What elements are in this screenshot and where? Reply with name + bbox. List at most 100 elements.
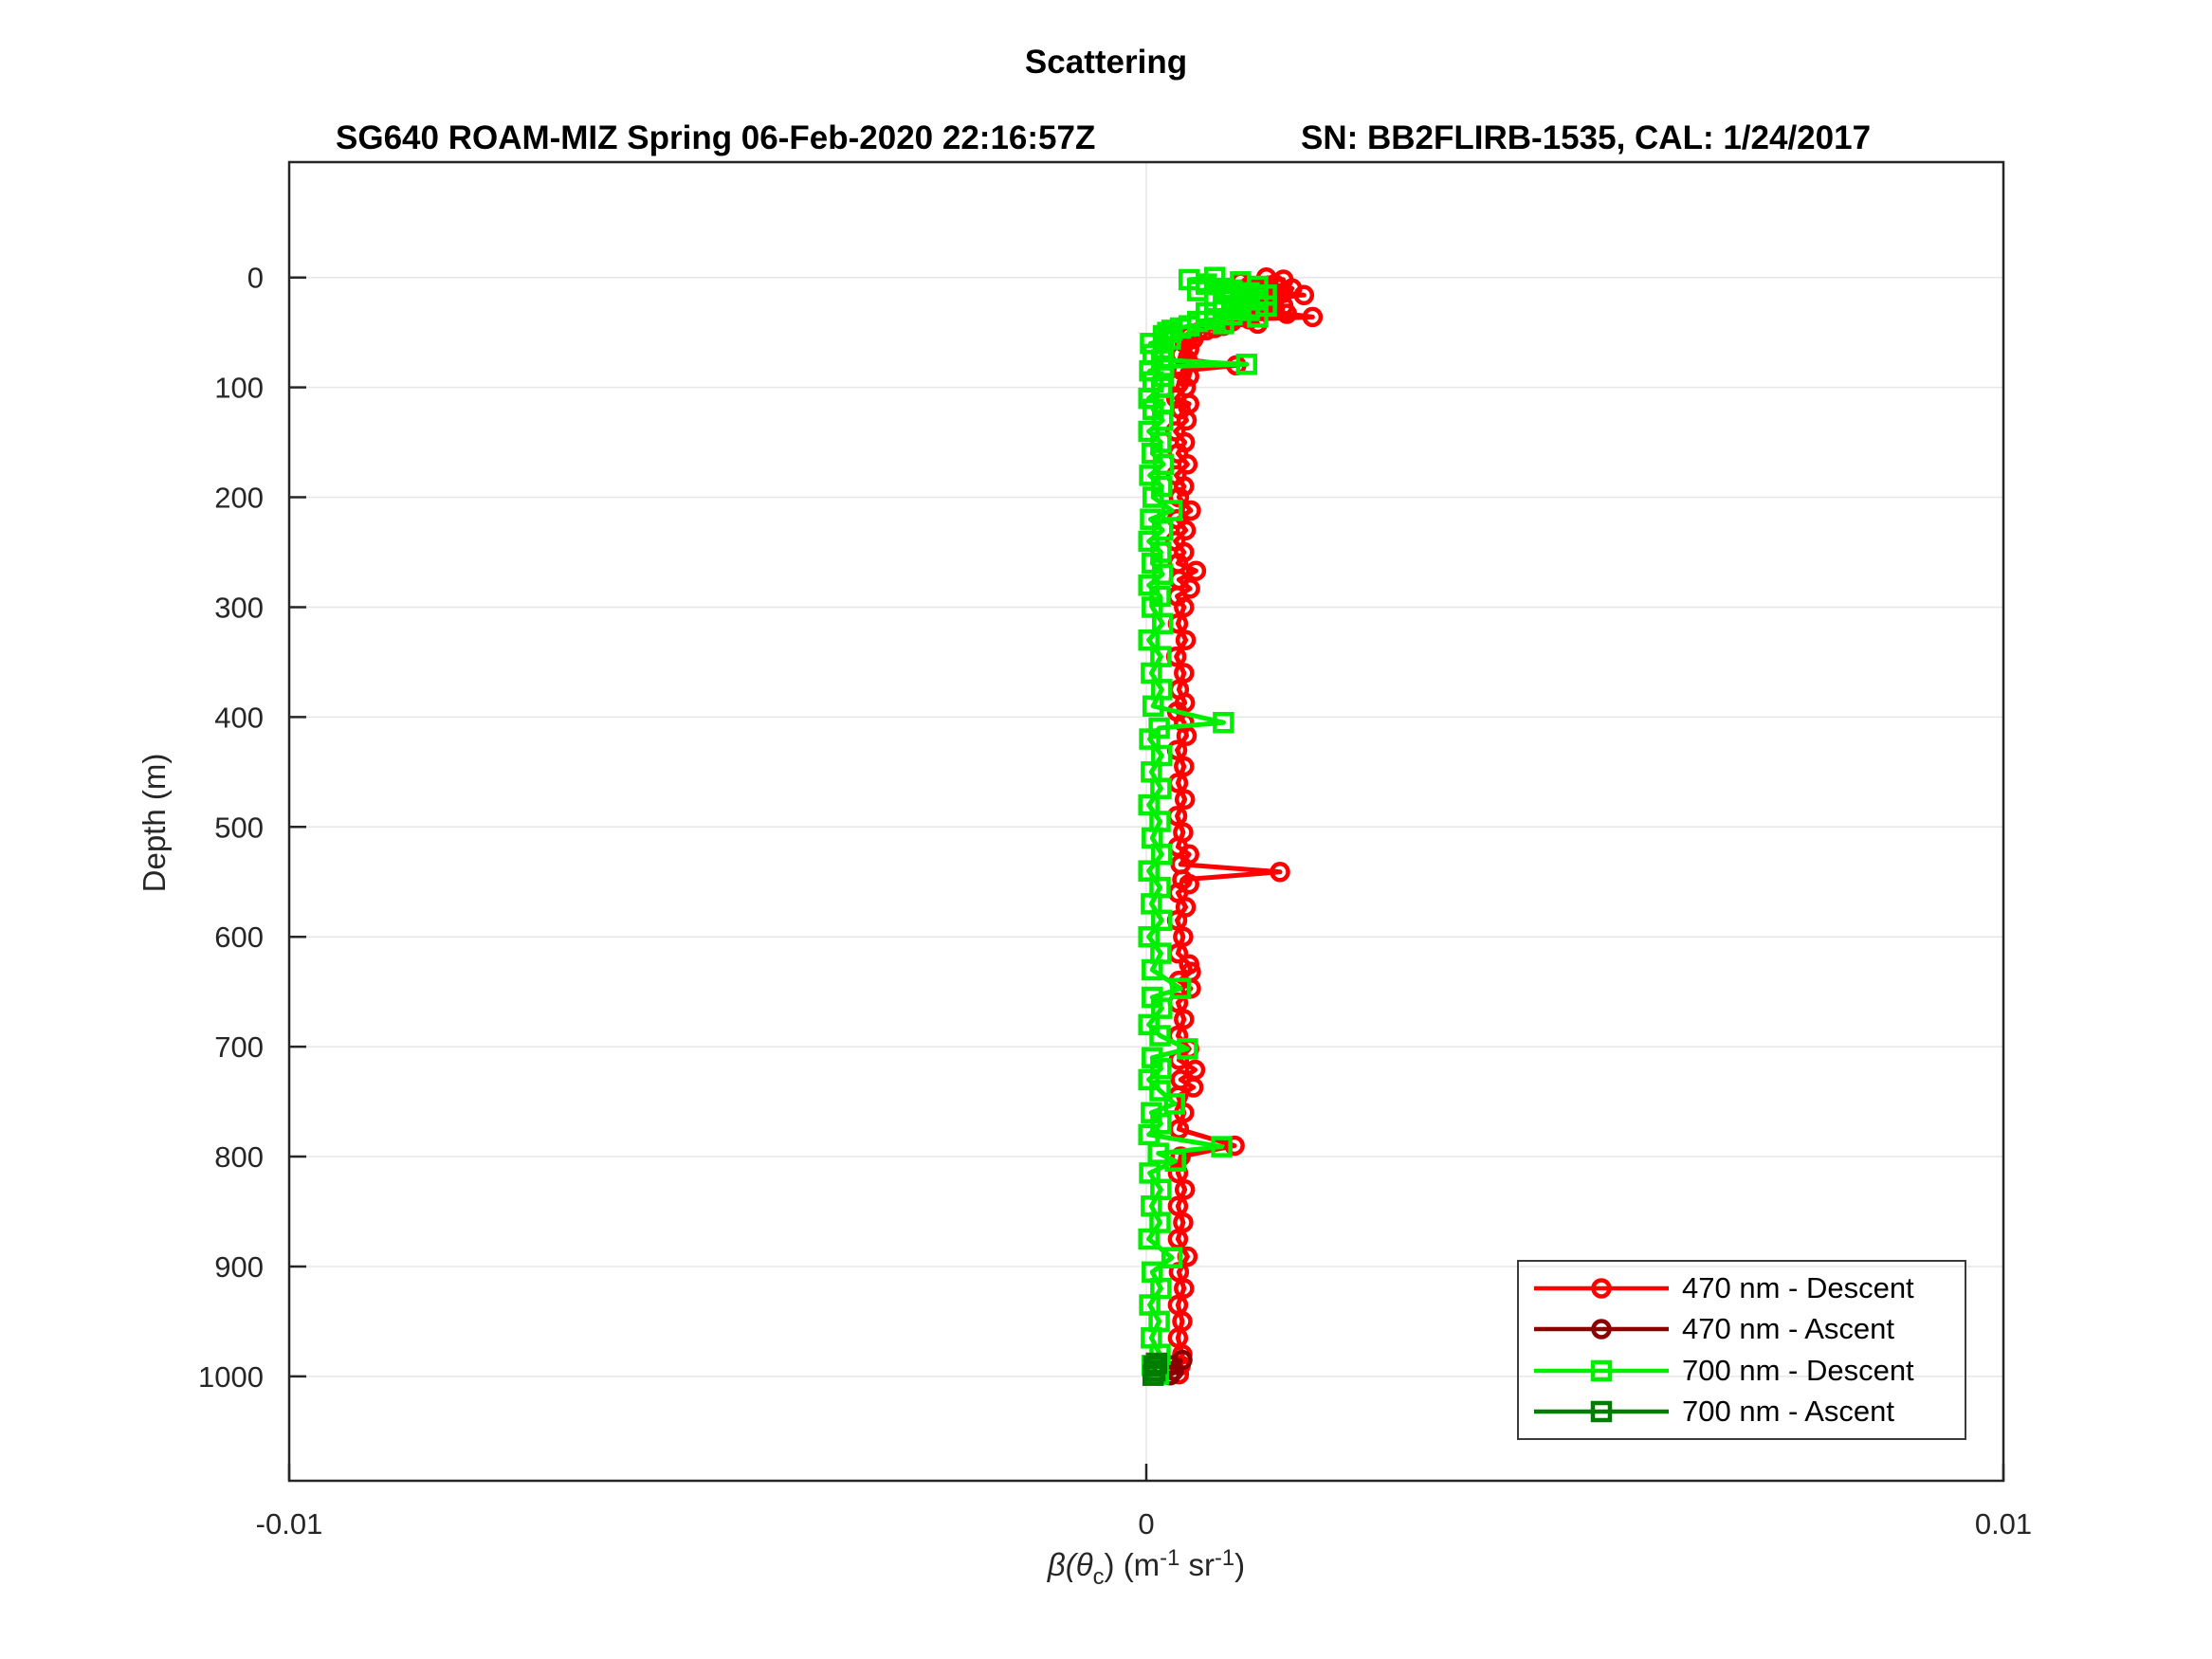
legend-entry: 470 nm - Descent (1519, 1269, 1965, 1307)
data-marker-circle (1293, 284, 1315, 306)
data-marker-square (1151, 520, 1174, 541)
y-tick-label: 100 (214, 372, 264, 405)
data-marker-square (1151, 612, 1174, 635)
data-marker-square (1138, 530, 1160, 553)
data-marker-square (1138, 420, 1160, 443)
data-marker-square (1140, 508, 1161, 530)
data-marker-square (1142, 442, 1163, 465)
data-marker-circle (1177, 454, 1198, 475)
x-axis-label-subscript-c: c (1092, 1564, 1105, 1591)
data-marker-circle (1175, 520, 1197, 541)
data-marker-square (1164, 1150, 1186, 1172)
data-marker-square (1213, 711, 1234, 734)
legend-entry-label: 470 nm - Descent (1682, 1270, 1914, 1304)
data-marker-square (1139, 359, 1161, 382)
data-marker-square (1140, 333, 1161, 355)
legend-entry: 700 nm - Ascent (1519, 1393, 1965, 1431)
y-tick-label: 500 (214, 811, 264, 844)
data-marker-square (1177, 1038, 1198, 1060)
x-axis-label-units-open: ) (m (1104, 1547, 1161, 1582)
legend-entry: 700 nm - Descent (1519, 1352, 1965, 1390)
figure-subtitle-dive: SG640 ROAM-MIZ Spring 06-Feb-2020 22:16:… (336, 119, 1096, 156)
data-marker-square (1169, 977, 1192, 999)
data-marker-square (1138, 1228, 1160, 1250)
data-marker-circle (1180, 500, 1201, 521)
y-tick-label: 1000 (198, 1360, 264, 1394)
data-marker-square (1235, 354, 1258, 375)
y-tick-label: 700 (214, 1030, 264, 1064)
data-marker-square (1139, 465, 1161, 486)
data-marker-square (1151, 909, 1173, 932)
data-marker-circle (1179, 366, 1199, 387)
data-marker-circle (1174, 1009, 1195, 1030)
data-marker-square (1139, 1162, 1161, 1184)
data-marker-square (1138, 387, 1160, 410)
x-tick-label: 0 (1138, 1507, 1154, 1540)
data-marker-circle (1174, 756, 1195, 777)
y-tick-label: 400 (214, 701, 264, 734)
data-marker-circle (1174, 1278, 1195, 1299)
x-axis-label-exponent-1: -1 (1160, 1545, 1180, 1572)
data-marker-circle (1276, 303, 1298, 324)
data-marker-square (1138, 793, 1160, 816)
data-marker-circle (1224, 1135, 1245, 1157)
data-marker-square (1150, 1113, 1172, 1135)
data-marker-circle (1185, 560, 1207, 581)
x-axis-label-exponent-2: -1 (1214, 1545, 1235, 1572)
data-marker-square (1138, 629, 1160, 651)
data-marker-square (1151, 997, 1173, 1019)
legend: 470 nm - Descent 470 nm - Ascent 700 nm - … (1517, 1260, 1966, 1440)
data-marker-circle (1174, 1179, 1196, 1200)
series-470-nm-descent (1164, 266, 1324, 1385)
data-marker-circle (1302, 306, 1324, 328)
series-700-nm-descent (1138, 266, 1277, 1385)
data-marker-square (1142, 1364, 1164, 1386)
x-axis-label-beta-theta: β(θ (1047, 1547, 1093, 1582)
legend-square-marker-icon (1534, 1401, 1669, 1423)
data-marker-square (1161, 1247, 1183, 1268)
data-marker-circle (1176, 410, 1197, 431)
data-marker-square (1139, 728, 1161, 750)
data-marker-square (1149, 1212, 1171, 1233)
data-marker-square (1151, 410, 1174, 431)
data-marker-square (1150, 1058, 1172, 1080)
data-marker-square (1142, 486, 1164, 508)
data-marker-square (1247, 306, 1269, 328)
legend-square-marker-icon (1534, 1359, 1669, 1381)
data-marker-square (1163, 1093, 1186, 1115)
x-axis-tick-labels: -0.01 0 0.01 (256, 1507, 2033, 1540)
y-tick-label: 200 (214, 482, 264, 515)
data-marker-square (1151, 563, 1174, 585)
x-axis-label: β(θc) (m-1 sr-1) (289, 1545, 2003, 1590)
y-tick-label: 800 (214, 1140, 264, 1174)
data-marker-square (1151, 844, 1173, 866)
legend-entry: 470 nm - Ascent (1519, 1310, 1965, 1348)
x-axis-label-units-sr: sr (1179, 1547, 1215, 1582)
y-tick-label: 300 (214, 591, 264, 624)
data-marker-circle (1182, 1077, 1204, 1098)
x-axis-label-units-close: ) (1234, 1547, 1246, 1582)
y-axis-tick-labels: 0 100 200 300 400 500 600 700 800 900 1000 (198, 262, 264, 1394)
data-marker-square (1142, 958, 1163, 981)
legend-entry-label: 470 nm - Ascent (1682, 1312, 1895, 1346)
data-marker-square (1150, 1277, 1172, 1300)
y-axis-label: Depth (m) (137, 753, 172, 893)
data-marker-square (1161, 500, 1183, 521)
data-marker-circle (1167, 1162, 1189, 1184)
data-marker-square (1149, 1080, 1171, 1102)
data-marker-circle (1270, 862, 1290, 883)
data-marker-square (1138, 860, 1160, 882)
data-marker-square (1211, 1136, 1233, 1158)
y-tick-label: 0 (247, 262, 264, 295)
y-tick-label: 600 (214, 921, 264, 954)
tick-marks (287, 276, 2005, 1481)
data-marker-square (1138, 925, 1160, 948)
data-marker-square (1186, 280, 1209, 301)
data-marker-square (1149, 1025, 1171, 1047)
figure-title: Scattering (1024, 44, 1188, 81)
data-marker-circle (1175, 629, 1197, 650)
series-700-nm-ascent (1142, 1352, 1168, 1386)
data-marker-square (1142, 695, 1164, 718)
data-marker-circle (1174, 789, 1196, 811)
